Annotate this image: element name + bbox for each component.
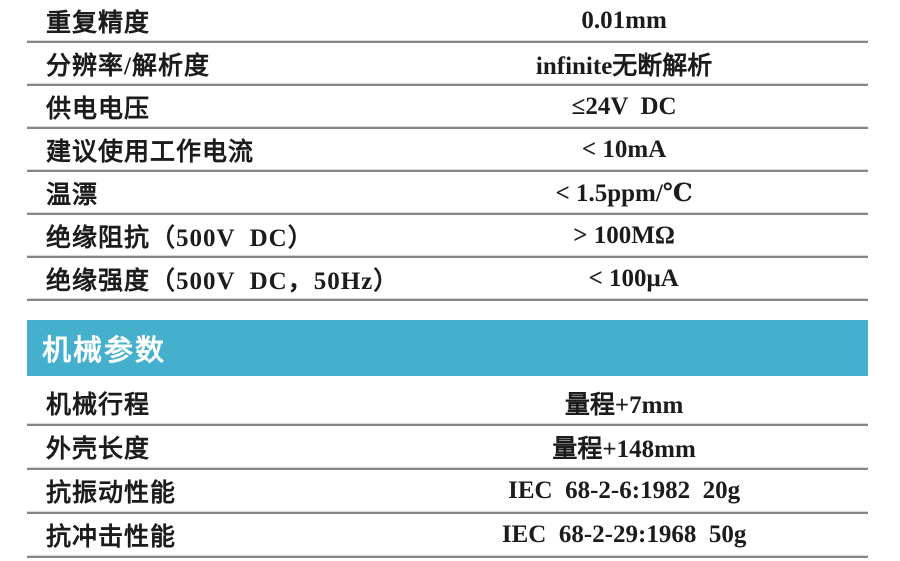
spec-value: < 10mA: [581, 135, 667, 163]
spec-value: 量程+148mm: [552, 436, 696, 463]
spec-label: 机械行程: [46, 392, 151, 419]
spec-label: 外壳长度: [46, 436, 151, 463]
spec-label: 抗冲击性能: [46, 524, 177, 551]
spec-value: infinite无断解析: [535, 52, 713, 80]
spec-label: 供电电压: [46, 95, 151, 123]
table-row: 分辨率/解析度 infinite无断解析: [27, 43, 868, 86]
table-row: 绝缘阻抗（500V DC） > 100MΩ: [27, 215, 868, 258]
table-row: 抗振动性能 IEC 68-2-6:1982 20g: [27, 470, 868, 514]
section-title: 机械参数: [42, 335, 167, 367]
spec-value: IEC 68-2-29:1968 50g: [501, 521, 747, 548]
table-row: 抗冲击性能 IEC 68-2-29:1968 50g: [27, 514, 868, 558]
spec-label: 绝缘强度（500V DC，50Hz）: [46, 267, 400, 295]
spec-value: ≤24V DC: [571, 92, 677, 120]
spec-value: < 1.5ppm/℃: [555, 179, 693, 207]
section-header-mechanical: 机械参数: [27, 320, 868, 376]
spec-label: 建议使用工作电流: [46, 138, 255, 166]
mechanical-spec-table: 机械行程 量程+7mm 外壳长度 量程+148mm 抗振动性能 IEC 68-2…: [27, 382, 868, 558]
spec-value: > 100MΩ: [573, 221, 675, 249]
spec-label: 绝缘阻抗（500V DC）: [46, 224, 314, 252]
table-row: 建议使用工作电流 < 10mA: [27, 129, 868, 172]
table-row: 机械行程 量程+7mm: [27, 382, 868, 426]
spec-label: 温漂: [46, 181, 99, 209]
table-row: 温漂 < 1.5ppm/℃: [27, 172, 868, 215]
spec-label: 抗振动性能: [46, 480, 177, 507]
spec-value: IEC 68-2-6:1982 20g: [508, 477, 741, 504]
table-row: 绝缘强度（500V DC，50Hz） < 100μA: [27, 258, 868, 301]
spec-label: 分辨率/解析度: [46, 52, 210, 80]
spec-label: 重复精度: [46, 9, 151, 37]
electrical-spec-table: 重复精度 0.01mm 分辨率/解析度 infinite无断解析 供电电压 ≤2…: [27, 0, 868, 301]
table-row: 供电电压 ≤24V DC: [27, 86, 868, 129]
table-row: 重复精度 0.01mm: [27, 0, 868, 43]
spec-value: < 100μA: [588, 264, 679, 292]
spec-value: 0.01mm: [581, 6, 667, 34]
spec-value: 量程+7mm: [564, 392, 684, 419]
table-row: 外壳长度 量程+148mm: [27, 426, 868, 470]
